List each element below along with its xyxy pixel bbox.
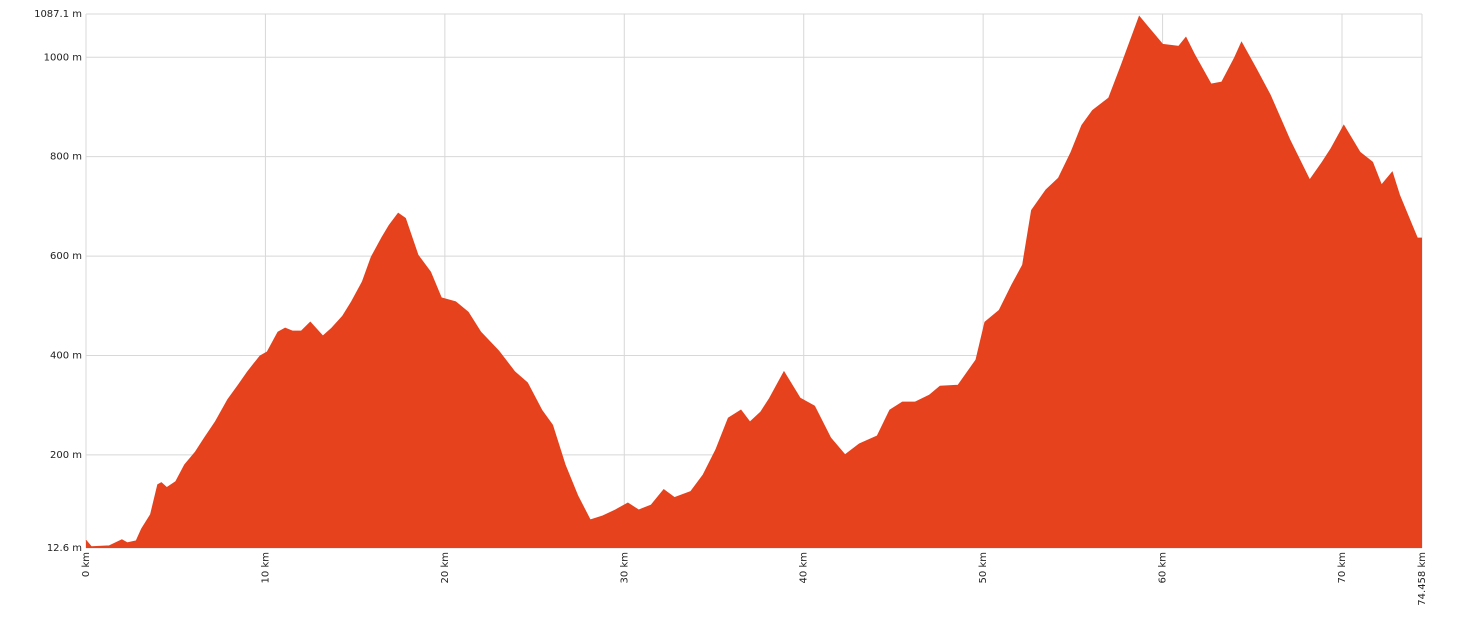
- elevation-line: [85, 15, 1422, 548]
- y-tick-label: 1000 m: [44, 52, 82, 63]
- x-tick-label: 50 km: [978, 552, 989, 583]
- y-tick-label: 1087.1 m: [34, 9, 82, 20]
- x-tick-label: 20 km: [440, 552, 451, 583]
- y-tick-label: 12.6 m: [47, 543, 82, 554]
- x-tick-label: 40 km: [799, 552, 810, 583]
- x-tick-label: 10 km: [260, 552, 271, 583]
- y-tick-label: 600 m: [50, 251, 82, 262]
- y-tick-label: 400 m: [50, 350, 82, 361]
- x-tick-label: 74.458 km: [1417, 552, 1428, 606]
- x-tick-label: 70 km: [1337, 552, 1348, 583]
- x-tick-label: 60 km: [1158, 552, 1169, 583]
- area-fill: [86, 16, 1422, 549]
- y-tick-label: 800 m: [50, 152, 82, 163]
- x-tick-label: 30 km: [619, 552, 630, 583]
- x-tick-label: 0 km: [81, 552, 92, 577]
- y-tick-label: 200 m: [50, 450, 82, 461]
